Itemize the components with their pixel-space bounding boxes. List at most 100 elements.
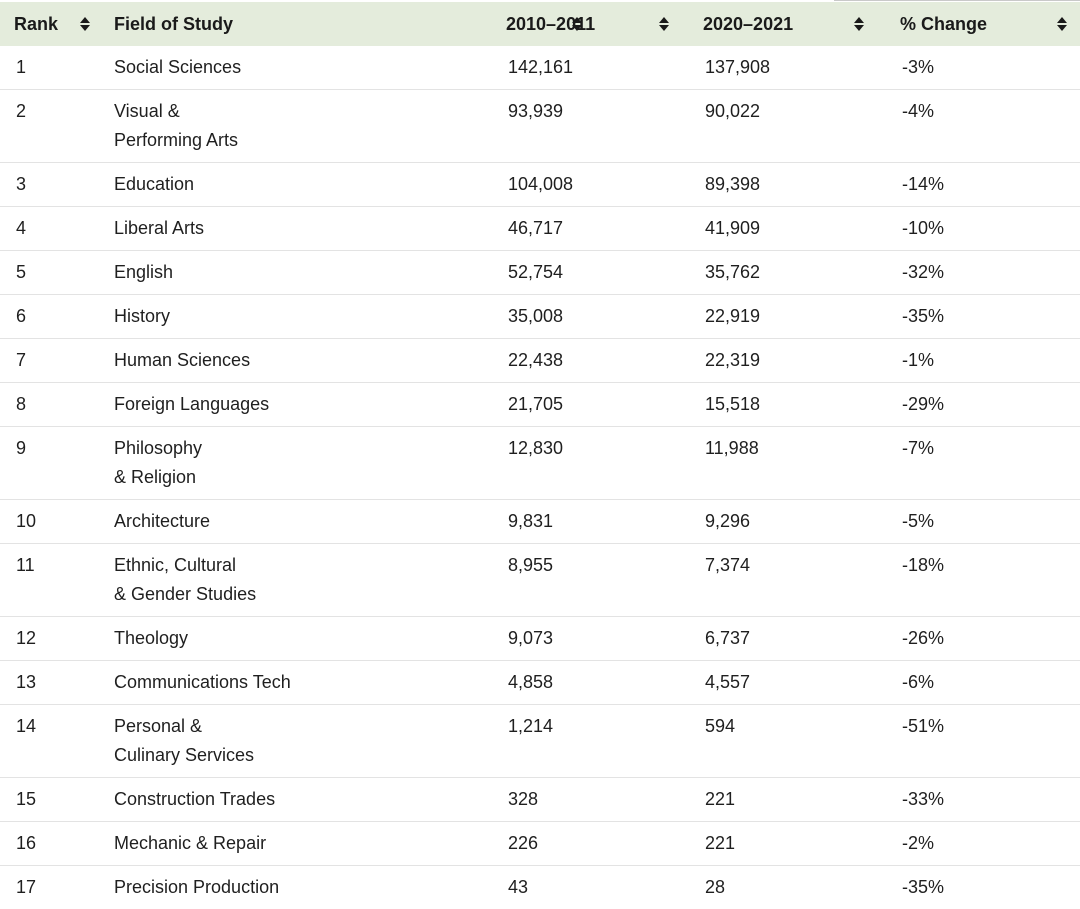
percent-change-cell: -26% [886,617,1080,661]
value-2010-2011-cell: 9,831 [492,500,689,544]
field-of-study-text: Human Sciences [100,339,492,382]
field-of-study-line: Foreign Languages [114,390,492,419]
value-2010-2011-cell-text: 8,955 [492,544,689,587]
value-2020-2021-cell-text: 221 [689,778,886,821]
value-2010-2011-cell: 1,214 [492,705,689,778]
value-2010-2011-cell-text: 328 [492,778,689,821]
percent-change-cell: -18% [886,544,1080,617]
percent-change-cell-text: -35% [886,866,1080,909]
rank-cell-text: 12 [0,617,100,660]
field-of-study-line: Philosophy [114,434,492,463]
field-of-study-line: Social Sciences [114,53,492,82]
percent-change-cell: -29% [886,383,1080,427]
field-of-study-line: Mechanic & Repair [114,829,492,858]
value-2010-2011-cell-text: 43 [492,866,689,909]
value-2020-2021-cell-text: 9,296 [689,500,886,543]
value-2020-2021-cell-text: 41,909 [689,207,886,250]
header-row: Rank Field of Study 2010–2011 [0,2,1080,46]
value-2010-2011-cell: 46,717 [492,207,689,251]
field-of-study-cell: Foreign Languages [100,383,492,427]
value-2010-2011-cell-text: 1,214 [492,705,689,748]
value-2010-2011-cell-text: 226 [492,822,689,865]
column-header-rank[interactable]: Rank [0,2,100,46]
value-2010-2011-cell: 12,830 [492,427,689,500]
field-of-study-text: Precision Production [100,866,492,909]
value-2020-2021-cell: 22,919 [689,295,886,339]
sort-updown-icon[interactable] [854,16,864,32]
value-2020-2021-cell: 15,518 [689,383,886,427]
value-2010-2011-cell: 43 [492,866,689,909]
field-of-study-text: History [100,295,492,338]
value-2020-2021-cell: 28 [689,866,886,909]
rank-cell: 11 [0,544,100,617]
value-2020-2021-cell: 594 [689,705,886,778]
value-2010-2011-cell: 142,161 [492,46,689,90]
column-header-2020-2021[interactable]: 2020–2021 [689,2,886,46]
field-of-study-cell: Construction Trades [100,778,492,822]
field-of-study-text: Architecture [100,500,492,543]
rank-cell: 5 [0,251,100,295]
value-2010-2011-cell: 93,939 [492,90,689,163]
rank-cell-text: 17 [0,866,100,909]
rank-cell: 14 [0,705,100,778]
field-of-study-cell: Visual &Performing Arts [100,90,492,163]
value-2020-2021-cell: 221 [689,778,886,822]
field-of-study-cell: Theology [100,617,492,661]
sort-updown-icon[interactable] [1057,16,1067,32]
value-2010-2011-cell-text: 21,705 [492,383,689,426]
value-2010-2011-cell-text: 93,939 [492,90,689,133]
percent-change-cell: -51% [886,705,1080,778]
column-header-field-label: Field of Study [114,14,233,34]
percent-change-cell-text: -7% [886,427,1080,470]
percent-change-cell-text: -18% [886,544,1080,587]
value-2020-2021-cell-text: 137,908 [689,46,886,89]
rank-cell: 2 [0,90,100,163]
field-of-study-line: Construction Trades [114,785,492,814]
rank-cell: 17 [0,866,100,909]
value-2020-2021-cell: 35,762 [689,251,886,295]
column-header-rank-label: Rank [14,14,58,34]
rank-cell-text: 3 [0,163,100,206]
value-2020-2021-cell: 4,557 [689,661,886,705]
rank-cell: 16 [0,822,100,866]
rank-cell: 9 [0,427,100,500]
value-2010-2011-cell: 9,073 [492,617,689,661]
column-header-2010-2011[interactable]: 2010–2011 [492,2,689,46]
field-of-study-cell: English [100,251,492,295]
value-2020-2021-cell-text: 28 [689,866,886,909]
column-header-field[interactable]: Field of Study [100,2,492,46]
value-2020-2021-cell: 90,022 [689,90,886,163]
field-of-study-line: English [114,258,492,287]
percent-change-cell-text: -35% [886,295,1080,338]
field-of-study-text: Construction Trades [100,778,492,821]
percent-change-cell: -35% [886,295,1080,339]
value-2010-2011-cell-text: 12,830 [492,427,689,470]
column-header-percent-change[interactable]: % Change [886,2,1080,46]
percent-change-cell: -10% [886,207,1080,251]
value-2020-2021-cell-text: 22,919 [689,295,886,338]
rank-cell-text: 13 [0,661,100,704]
sort-updown-icon[interactable] [80,16,90,32]
value-2010-2011-cell: 35,008 [492,295,689,339]
percent-change-cell-text: -51% [886,705,1080,748]
percent-change-cell: -14% [886,163,1080,207]
percent-change-cell: -33% [886,778,1080,822]
field-of-study-cell: Personal &Culinary Services [100,705,492,778]
value-2010-2011-cell-text: 35,008 [492,295,689,338]
sort-updown-icon[interactable] [659,16,669,32]
value-2020-2021-cell-text: 15,518 [689,383,886,426]
value-2010-2011-cell-text: 9,831 [492,500,689,543]
percent-change-cell-text: -10% [886,207,1080,250]
percent-change-cell: -1% [886,339,1080,383]
field-of-study-line: History [114,302,492,331]
rank-cell: 13 [0,661,100,705]
percent-change-cell-text: -1% [886,339,1080,382]
